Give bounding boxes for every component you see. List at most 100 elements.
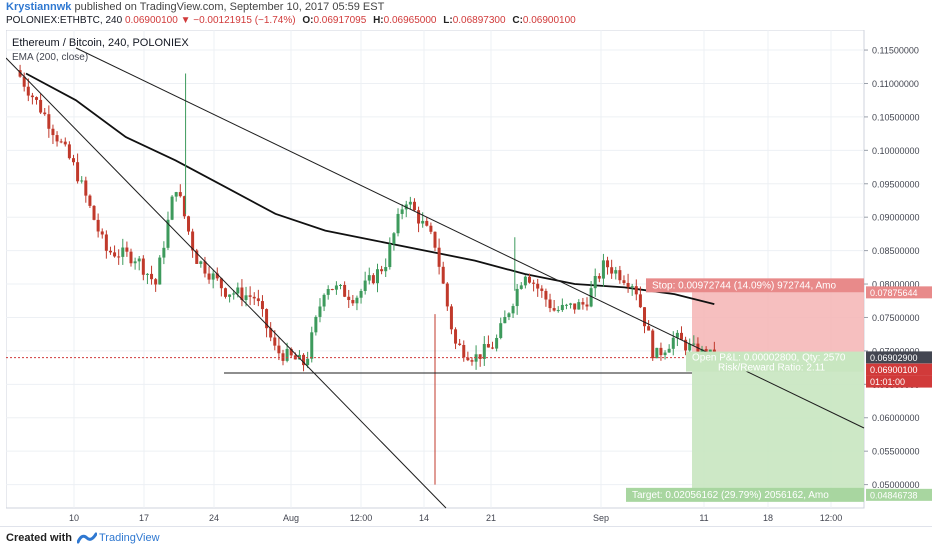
price-tag-label-current: 0.06900100 [870,365,918,375]
candle-body [125,247,129,252]
trendline-steep[interactable] [6,57,447,509]
candle-body [429,225,433,232]
candle-body [195,250,199,264]
candle-body [643,307,647,327]
y-tick-label: 0.10000000 [872,146,920,156]
price-chart[interactable]: Stop: 0.00972744 (14.09%) 972744, Amo Ta… [6,30,932,526]
candle-body [556,310,560,312]
candle-body [145,273,149,275]
stop-label: Stop: 0.00972744 (14.09%) 972744, Amo [652,280,836,291]
price-change: −0.00121915 (−1.74%) [193,15,296,26]
candle-body [154,279,158,285]
candle-body [392,233,396,244]
candle-body [47,114,51,129]
candle-body [265,309,269,329]
open-label: O: [302,15,314,26]
candle-body [523,276,527,286]
symbol-interval: POLONIEX:ETHBTC, 240 [6,15,123,26]
candle-body [441,266,445,284]
pnl-box[interactable]: Open P&L: 0.00002800, Qty: 2570 Risk/Rew… [686,351,864,374]
candle-body [626,282,630,288]
candle-body [273,337,277,346]
candle-body [236,287,240,294]
candle-body [343,284,347,297]
candle-body [260,301,264,310]
y-tick-label: 0.05000000 [872,480,920,490]
candle-body [540,288,544,291]
x-tick-label: 11 [699,513,708,523]
candle-body [310,332,314,359]
legend-indicator: EMA (200, close) [12,52,88,63]
candle-body [445,283,449,307]
stop-zone [692,292,864,358]
candle-body [178,192,182,197]
candle-body [560,304,564,311]
candle-body [215,273,219,279]
candle-body [277,345,281,354]
published-text: published on TradingView.com, September … [74,1,385,13]
candle-body [634,286,638,295]
candle-body [462,344,466,358]
candle-body [532,282,536,284]
candle-body [285,348,289,361]
y-tick-label: 0.09000000 [872,213,920,223]
candle-body [519,285,523,289]
tradingview-logo-icon [77,532,97,544]
candle-body [355,297,359,304]
y-tick-label: 0.06000000 [872,413,920,423]
stop-label-box[interactable]: Stop: 0.00972744 (14.09%) 972744, Amo [646,278,864,293]
x-tick-label: 10 [69,513,79,523]
position-tool[interactable] [692,292,864,495]
y-tick-label: 0.07500000 [872,313,920,323]
last-price: 0.06900100 [124,15,178,26]
x-tick-label: 17 [139,513,149,523]
candle-body [491,347,495,349]
candle-body [63,141,67,145]
candle-body [18,70,22,77]
candle-body [166,219,170,248]
candle-body [244,295,248,300]
candle-body [675,332,679,338]
candle-body [26,86,30,96]
low-label: L: [443,15,453,26]
candle-body [191,231,195,251]
candle-body [425,220,429,226]
tradingview-brand[interactable]: TradingView [99,532,160,544]
candle-body [544,290,548,300]
candle-body [663,352,667,356]
candle-body [359,290,363,298]
publish-line: Krystiannwk published on TradingView.com… [6,1,384,13]
footer-bar: Created with TradingView [0,526,932,550]
candle-body [363,280,367,291]
x-tick-label: Aug [283,513,299,523]
time-axis[interactable]: 10 17 24 Aug 12:00 14 21 Sep 11 18 12:00 [69,513,842,523]
candle-body [511,306,515,314]
candle-body [39,99,43,113]
candle-body [252,296,256,299]
pnl-background [686,351,864,372]
candle-body [388,243,392,268]
candle-body [108,250,112,253]
x-tick-label: Sep [593,513,609,523]
candle-body [515,288,519,307]
candle-body [371,275,375,284]
candle-body [647,326,651,331]
x-tick-label: 18 [763,513,773,523]
open-value: 0.06917095 [313,15,367,26]
ema-line [25,72,715,305]
close-label: C: [512,15,523,26]
candle-body [88,195,92,206]
candle-body [228,294,232,297]
candle-body [437,247,441,267]
candle-body [466,357,470,361]
author-link[interactable]: Krystiannwk [6,1,72,13]
target-label-box[interactable]: Target: 0.02056162 (29.79%) 2056162, Amo [626,487,864,502]
y-tick-label: 0.08500000 [872,246,920,256]
price-tag-label-target: 0.04846738 [870,490,918,500]
x-tick-label: 12:00 [350,513,373,523]
chart-area[interactable]: Stop: 0.00972744 (14.09%) 972744, Amo Ta… [6,30,932,526]
candle-body [100,231,104,235]
candle-body [80,180,84,182]
candle-body [339,284,343,286]
price-axis-tags: 0.07875644 0.06902900 0.06900100 01:01:00 0.… [866,286,932,501]
